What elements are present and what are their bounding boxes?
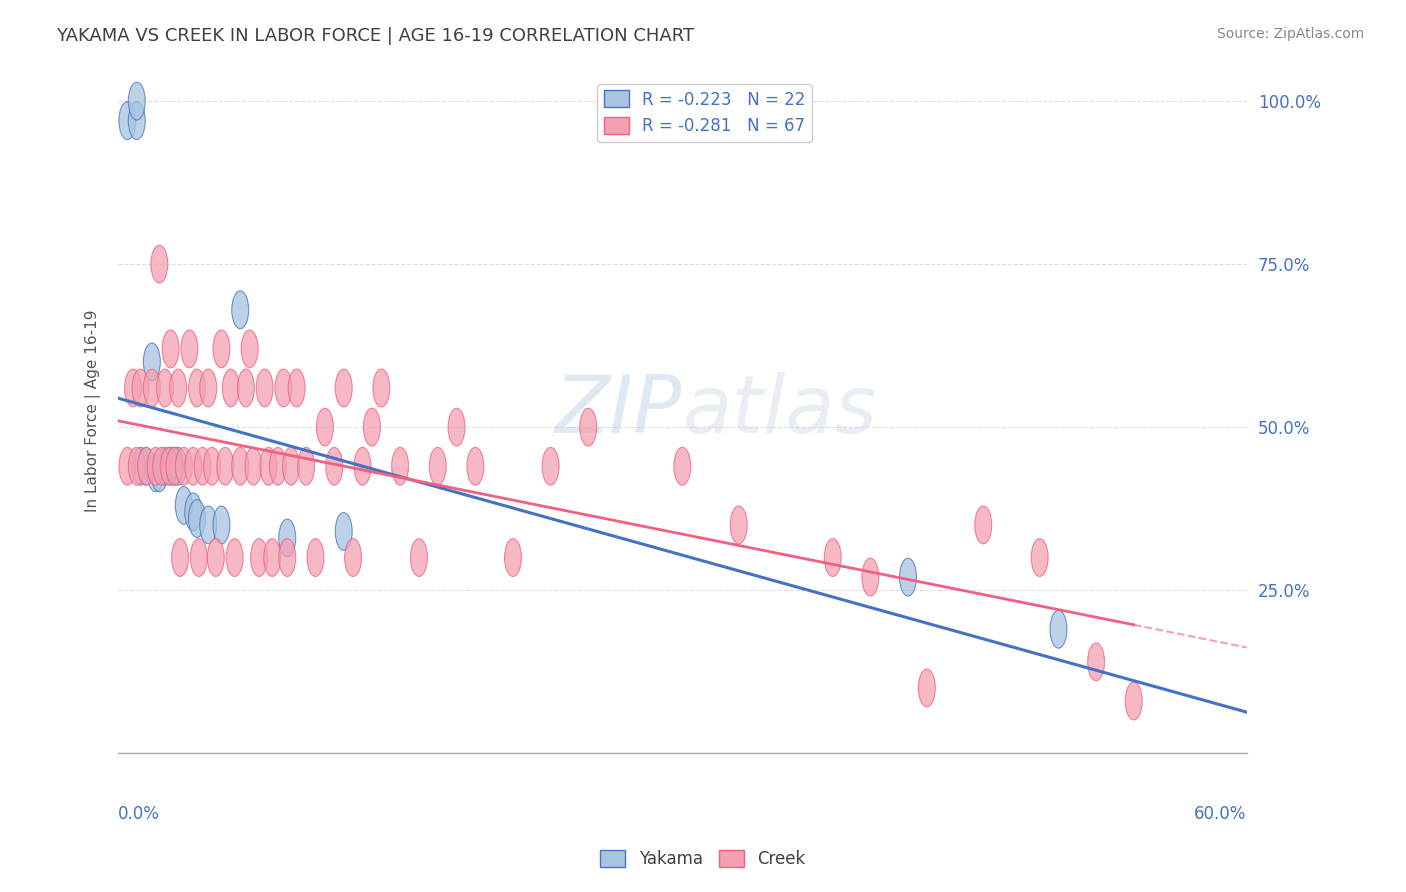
Ellipse shape bbox=[162, 448, 179, 485]
Ellipse shape bbox=[862, 558, 879, 596]
Ellipse shape bbox=[429, 448, 446, 485]
Ellipse shape bbox=[1031, 539, 1047, 576]
Ellipse shape bbox=[232, 448, 249, 485]
Ellipse shape bbox=[335, 369, 352, 407]
Legend: Yakama, Creek: Yakama, Creek bbox=[593, 843, 813, 875]
Ellipse shape bbox=[194, 448, 211, 485]
Ellipse shape bbox=[449, 409, 465, 446]
Ellipse shape bbox=[505, 539, 522, 576]
Ellipse shape bbox=[207, 539, 224, 576]
Ellipse shape bbox=[467, 448, 484, 485]
Ellipse shape bbox=[730, 506, 747, 544]
Ellipse shape bbox=[200, 506, 217, 544]
Ellipse shape bbox=[212, 506, 231, 544]
Ellipse shape bbox=[242, 330, 259, 368]
Ellipse shape bbox=[250, 539, 267, 576]
Ellipse shape bbox=[270, 448, 287, 485]
Ellipse shape bbox=[543, 448, 560, 485]
Ellipse shape bbox=[153, 448, 170, 485]
Ellipse shape bbox=[176, 486, 193, 524]
Ellipse shape bbox=[181, 330, 198, 368]
Legend: R = -0.223   N = 22, R = -0.281   N = 67: R = -0.223 N = 22, R = -0.281 N = 67 bbox=[598, 84, 813, 142]
Ellipse shape bbox=[166, 448, 183, 485]
Y-axis label: In Labor Force | Age 16-19: In Labor Force | Age 16-19 bbox=[86, 310, 101, 512]
Ellipse shape bbox=[184, 448, 201, 485]
Ellipse shape bbox=[256, 369, 273, 407]
Ellipse shape bbox=[156, 369, 173, 407]
Ellipse shape bbox=[125, 369, 142, 407]
Ellipse shape bbox=[188, 500, 205, 537]
Ellipse shape bbox=[160, 448, 177, 485]
Ellipse shape bbox=[307, 539, 323, 576]
Ellipse shape bbox=[344, 539, 361, 576]
Ellipse shape bbox=[411, 539, 427, 576]
Ellipse shape bbox=[288, 369, 305, 407]
Ellipse shape bbox=[316, 409, 333, 446]
Ellipse shape bbox=[150, 245, 167, 283]
Ellipse shape bbox=[354, 448, 371, 485]
Ellipse shape bbox=[217, 448, 233, 485]
Ellipse shape bbox=[176, 448, 193, 485]
Ellipse shape bbox=[673, 448, 690, 485]
Ellipse shape bbox=[238, 369, 254, 407]
Ellipse shape bbox=[1050, 610, 1067, 648]
Ellipse shape bbox=[138, 448, 155, 485]
Ellipse shape bbox=[150, 454, 167, 491]
Ellipse shape bbox=[1125, 682, 1142, 720]
Ellipse shape bbox=[245, 448, 262, 485]
Text: ZIP: ZIP bbox=[555, 372, 682, 450]
Ellipse shape bbox=[212, 330, 231, 368]
Ellipse shape bbox=[363, 409, 381, 446]
Ellipse shape bbox=[900, 558, 917, 596]
Ellipse shape bbox=[260, 448, 277, 485]
Ellipse shape bbox=[170, 369, 187, 407]
Ellipse shape bbox=[172, 539, 188, 576]
Text: YAKAMA VS CREEK IN LABOR FORCE | AGE 16-19 CORRELATION CHART: YAKAMA VS CREEK IN LABOR FORCE | AGE 16-… bbox=[56, 27, 695, 45]
Ellipse shape bbox=[143, 343, 160, 381]
Ellipse shape bbox=[579, 409, 596, 446]
Ellipse shape bbox=[132, 369, 149, 407]
Text: atlas: atlas bbox=[682, 372, 877, 450]
Ellipse shape bbox=[170, 448, 187, 485]
Ellipse shape bbox=[190, 539, 207, 576]
Ellipse shape bbox=[128, 448, 145, 485]
Ellipse shape bbox=[148, 448, 165, 485]
Ellipse shape bbox=[156, 448, 173, 485]
Ellipse shape bbox=[143, 369, 160, 407]
Ellipse shape bbox=[184, 493, 201, 531]
Ellipse shape bbox=[283, 448, 299, 485]
Ellipse shape bbox=[226, 539, 243, 576]
Ellipse shape bbox=[373, 369, 389, 407]
Ellipse shape bbox=[276, 369, 292, 407]
Ellipse shape bbox=[1088, 643, 1105, 681]
Ellipse shape bbox=[974, 506, 991, 544]
Text: Source: ZipAtlas.com: Source: ZipAtlas.com bbox=[1216, 27, 1364, 41]
Ellipse shape bbox=[128, 82, 145, 120]
Ellipse shape bbox=[188, 369, 205, 407]
Ellipse shape bbox=[918, 669, 935, 706]
Ellipse shape bbox=[824, 539, 841, 576]
Ellipse shape bbox=[326, 448, 343, 485]
Ellipse shape bbox=[128, 102, 145, 139]
Ellipse shape bbox=[278, 539, 295, 576]
Ellipse shape bbox=[132, 448, 149, 485]
Text: 0.0%: 0.0% bbox=[118, 805, 160, 823]
Ellipse shape bbox=[222, 369, 239, 407]
Ellipse shape bbox=[120, 102, 136, 139]
Text: 60.0%: 60.0% bbox=[1194, 805, 1247, 823]
Ellipse shape bbox=[264, 539, 281, 576]
Ellipse shape bbox=[232, 291, 249, 328]
Ellipse shape bbox=[298, 448, 315, 485]
Ellipse shape bbox=[138, 448, 155, 485]
Ellipse shape bbox=[392, 448, 409, 485]
Ellipse shape bbox=[278, 519, 295, 557]
Ellipse shape bbox=[335, 513, 352, 550]
Ellipse shape bbox=[166, 448, 183, 485]
Ellipse shape bbox=[200, 369, 217, 407]
Ellipse shape bbox=[120, 448, 136, 485]
Ellipse shape bbox=[162, 330, 179, 368]
Ellipse shape bbox=[204, 448, 221, 485]
Ellipse shape bbox=[148, 454, 165, 491]
